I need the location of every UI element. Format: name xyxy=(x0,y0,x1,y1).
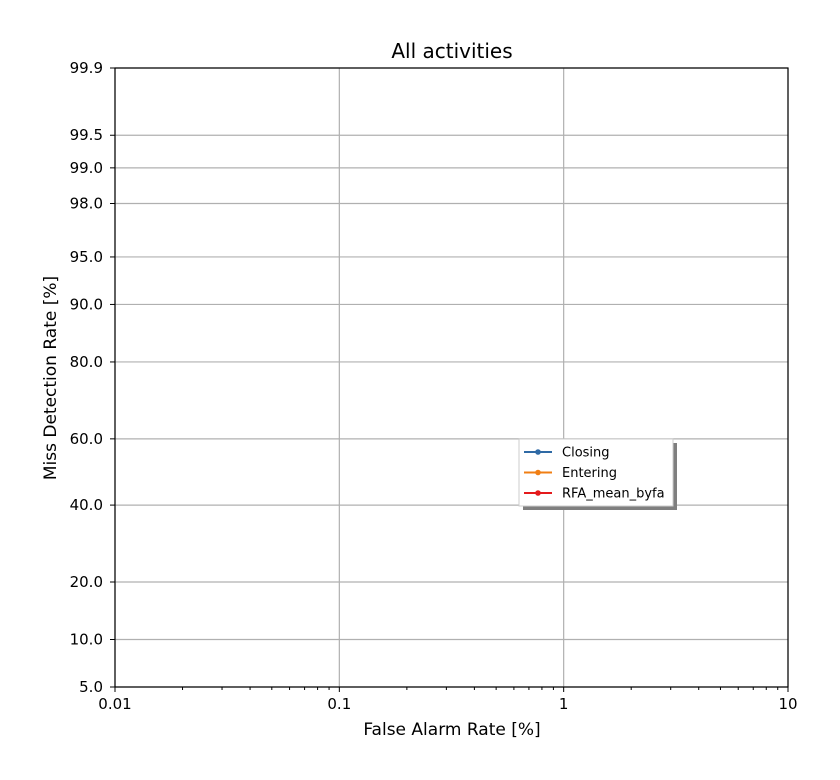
y-tick-label: 10.0 xyxy=(70,631,103,649)
plot-area-frame xyxy=(114,67,789,688)
y-tick-label: 99.5 xyxy=(70,126,103,144)
legend-swatch-marker xyxy=(535,490,541,496)
y-tick-label: 40.0 xyxy=(70,496,103,514)
legend: Closing Entering RFA_mean_byfa xyxy=(518,438,677,510)
x-tick-label: 0.1 xyxy=(327,695,351,713)
legend-swatch-marker xyxy=(535,449,541,455)
y-tick-label: 99.0 xyxy=(70,159,103,177)
y-tick-label: 98.0 xyxy=(70,194,103,212)
x-tick-label: 0.01 xyxy=(98,695,131,713)
y-tick-label: 5.0 xyxy=(79,678,103,696)
y-tick-label: 90.0 xyxy=(70,295,103,313)
y-tick-label: 95.0 xyxy=(70,248,103,266)
x-axis-label: False Alarm Rate [%] xyxy=(363,720,540,740)
y-axis-label: Miss Detection Rate [%] xyxy=(41,276,61,480)
legend-label: RFA_mean_byfa xyxy=(562,487,665,502)
chart-title: All activities xyxy=(391,39,512,63)
y-tick-label: 80.0 xyxy=(70,353,103,371)
y-tick-label: 99.9 xyxy=(70,59,103,77)
legend-label: Closing xyxy=(562,446,610,461)
axis-ticks: 0.01 0.1 1 10 5.0 10.0 20.0 40.0 60.0 80.0 90.0 95.… xyxy=(70,59,798,713)
legend-label: Entering xyxy=(562,466,617,481)
x-tick-label: 1 xyxy=(559,695,569,713)
y-tick-label: 60.0 xyxy=(70,430,103,448)
legend-swatch-marker xyxy=(535,469,541,476)
y-tick-label: 20.0 xyxy=(70,573,103,591)
x-tick-label: 10 xyxy=(778,695,797,713)
